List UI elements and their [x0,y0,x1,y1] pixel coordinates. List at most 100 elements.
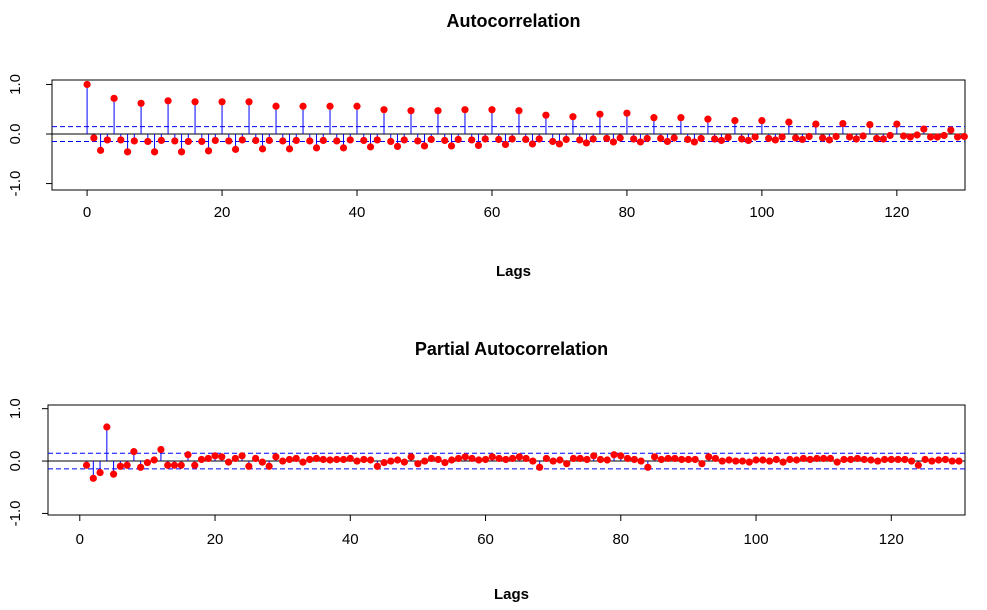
point [771,136,779,144]
point [933,133,941,141]
point [792,134,800,142]
point [299,458,307,466]
point [711,135,719,143]
point [542,111,550,119]
point [157,445,165,454]
point [272,102,280,110]
point [394,456,402,464]
point [272,453,280,461]
point [879,135,887,143]
point [164,97,172,105]
point [89,474,97,482]
point [690,138,699,146]
point [204,454,212,463]
point [265,462,273,470]
point [825,136,833,144]
point [333,455,341,464]
point [812,120,820,128]
x-tick-label: 60 [484,204,501,221]
point [941,455,949,464]
point [819,134,827,142]
point [671,454,679,463]
point [171,137,179,145]
chart-title: Autocorrelation [446,11,580,31]
point [678,455,686,464]
point [427,135,435,144]
point [813,454,821,463]
point [899,132,908,140]
point [117,136,125,144]
point [366,143,375,151]
point [806,455,814,464]
x-tick-label: 100 [749,204,774,221]
point [778,133,786,141]
point [643,134,651,143]
point [636,138,645,146]
point [468,136,476,144]
point [211,136,219,145]
point [292,136,300,145]
y-tick-label: 1.0 [7,398,24,419]
point [522,454,530,463]
point [887,455,895,464]
point [894,455,902,464]
point [907,457,916,465]
point [501,140,510,149]
point [420,142,429,150]
point [407,453,415,461]
point [90,134,98,142]
point [786,455,794,464]
point [245,462,253,470]
point [326,102,334,110]
point [569,113,577,121]
point [481,135,489,143]
point [474,141,483,150]
x-tick-label: 40 [342,531,359,548]
point [691,455,699,464]
point [110,94,118,102]
point [150,456,158,464]
x-tick-label: 120 [879,531,904,548]
point [874,457,882,465]
point [252,136,260,145]
point [745,458,753,466]
point [798,135,806,144]
point [326,456,334,464]
point [468,454,476,463]
point [873,134,881,143]
point [292,454,300,463]
point [610,451,618,459]
point [529,457,537,465]
point [616,134,624,142]
point [198,137,206,146]
point [387,457,395,465]
point [380,106,388,114]
point [130,448,138,456]
point [400,136,408,144]
point [846,133,854,141]
point [603,134,611,143]
point [867,456,875,464]
point [663,137,672,146]
point [535,135,543,143]
point [522,135,530,144]
point [866,120,874,129]
point [853,454,862,463]
point [184,451,192,459]
point [839,120,847,128]
point [704,115,712,123]
point [562,135,570,144]
point [218,98,226,106]
point [258,458,266,466]
point [393,142,402,150]
point [826,454,835,463]
point [373,462,381,470]
point [319,455,327,464]
point [717,136,725,145]
point [650,114,658,122]
plot-frame [47,404,966,516]
point [103,136,111,144]
point [191,98,199,106]
point [231,454,239,463]
point [515,453,523,461]
